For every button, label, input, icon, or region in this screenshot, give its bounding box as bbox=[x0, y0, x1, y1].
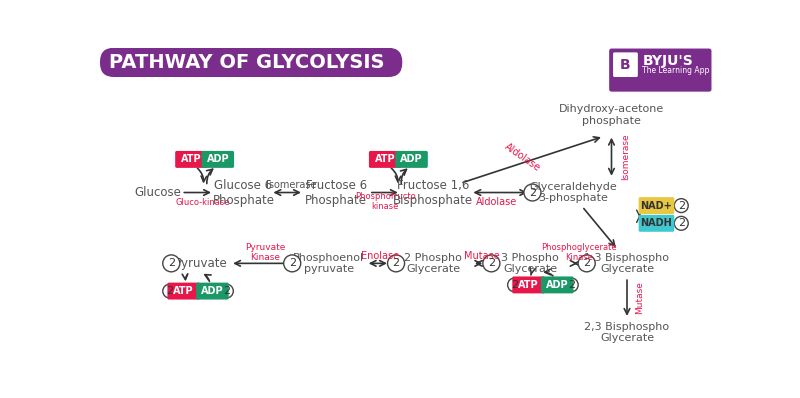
Text: Fructose 1,6
Bisphosphate: Fructose 1,6 Bisphosphate bbox=[393, 179, 474, 207]
Text: NAD+: NAD+ bbox=[641, 201, 672, 211]
FancyBboxPatch shape bbox=[395, 151, 428, 168]
Text: Pyruvate: Pyruvate bbox=[174, 257, 227, 270]
Text: ATP: ATP bbox=[375, 154, 395, 164]
Text: Enolase: Enolase bbox=[362, 251, 400, 261]
Text: Phosphofructo
kinase: Phosphofructo kinase bbox=[355, 192, 415, 211]
Text: ATP: ATP bbox=[174, 286, 194, 296]
Text: Mutase: Mutase bbox=[464, 251, 500, 261]
Text: 2: 2 bbox=[168, 258, 175, 268]
Text: 2 Phospho
Glycerate: 2 Phospho Glycerate bbox=[404, 253, 462, 274]
FancyBboxPatch shape bbox=[613, 53, 638, 77]
Text: 1,3 Bisphospho
Glycerate: 1,3 Bisphospho Glycerate bbox=[585, 253, 670, 274]
FancyBboxPatch shape bbox=[638, 197, 674, 214]
Text: Phosphoglycerate
Kinase: Phosphoglycerate Kinase bbox=[541, 243, 617, 262]
FancyBboxPatch shape bbox=[609, 49, 711, 92]
Text: 2,3 Bisphospho
Glycerate: 2,3 Bisphospho Glycerate bbox=[585, 322, 670, 343]
Text: 2: 2 bbox=[583, 258, 590, 268]
Text: PATHWAY OF GLYCOLYSIS: PATHWAY OF GLYCOLYSIS bbox=[110, 53, 385, 72]
Text: Aldolase: Aldolase bbox=[476, 197, 518, 207]
Text: ATP: ATP bbox=[181, 154, 202, 164]
Text: 2: 2 bbox=[678, 219, 685, 228]
Text: 3 Phospho
Glycerate: 3 Phospho Glycerate bbox=[502, 253, 559, 274]
Text: Glucose: Glucose bbox=[134, 186, 182, 199]
Text: ADP: ADP bbox=[206, 154, 229, 164]
Text: Phosphoenol
pyruvate: Phosphoenol pyruvate bbox=[293, 253, 364, 274]
Text: Glyceraldehyde
3-phosphate: Glyceraldehyde 3-phosphate bbox=[529, 182, 617, 203]
Circle shape bbox=[387, 255, 405, 272]
Text: 2: 2 bbox=[488, 258, 495, 268]
Circle shape bbox=[674, 217, 688, 230]
Text: BYJU'S: BYJU'S bbox=[642, 54, 694, 68]
Text: ADP: ADP bbox=[546, 280, 569, 290]
Circle shape bbox=[162, 284, 177, 298]
Text: Mutase: Mutase bbox=[635, 281, 644, 314]
Circle shape bbox=[578, 255, 595, 272]
Text: 2: 2 bbox=[678, 201, 685, 211]
Text: Fructose 6
Phosphate: Fructose 6 Phosphate bbox=[306, 179, 367, 207]
Text: 2: 2 bbox=[568, 280, 574, 290]
Text: B: B bbox=[620, 58, 630, 72]
Text: Aldolase: Aldolase bbox=[502, 141, 542, 173]
Text: Pyruvate
Kinase: Pyruvate Kinase bbox=[245, 243, 286, 262]
Text: 2: 2 bbox=[289, 258, 296, 268]
Circle shape bbox=[284, 255, 301, 272]
Text: 2: 2 bbox=[393, 258, 400, 268]
FancyBboxPatch shape bbox=[196, 283, 229, 300]
Text: ADP: ADP bbox=[400, 154, 423, 164]
Text: Dihydroxy-acetone
phosphate: Dihydroxy-acetone phosphate bbox=[559, 104, 664, 125]
FancyBboxPatch shape bbox=[202, 151, 234, 168]
Text: ATP: ATP bbox=[518, 280, 539, 290]
Text: Gluco-kinase: Gluco-kinase bbox=[176, 198, 230, 207]
Circle shape bbox=[674, 199, 688, 213]
Text: Isomerase: Isomerase bbox=[621, 134, 630, 180]
FancyBboxPatch shape bbox=[369, 151, 402, 168]
FancyBboxPatch shape bbox=[541, 277, 574, 293]
Circle shape bbox=[564, 278, 578, 292]
Circle shape bbox=[483, 255, 500, 272]
Text: Isomerase: Isomerase bbox=[266, 180, 317, 190]
Text: The Learning App: The Learning App bbox=[642, 66, 710, 75]
FancyBboxPatch shape bbox=[638, 215, 674, 232]
FancyBboxPatch shape bbox=[167, 283, 200, 300]
Circle shape bbox=[219, 284, 234, 298]
Text: 2: 2 bbox=[166, 286, 174, 296]
Text: NADH: NADH bbox=[641, 219, 672, 228]
Text: Glucose 6
Phosphate: Glucose 6 Phosphate bbox=[212, 179, 274, 207]
FancyBboxPatch shape bbox=[512, 277, 545, 293]
Text: 2: 2 bbox=[222, 286, 230, 296]
Circle shape bbox=[162, 255, 180, 272]
Circle shape bbox=[524, 184, 541, 201]
Circle shape bbox=[508, 278, 522, 292]
Text: ADP: ADP bbox=[201, 286, 224, 296]
FancyBboxPatch shape bbox=[175, 151, 208, 168]
FancyBboxPatch shape bbox=[100, 48, 402, 77]
Text: 2: 2 bbox=[529, 187, 536, 197]
Text: 2: 2 bbox=[511, 280, 518, 290]
